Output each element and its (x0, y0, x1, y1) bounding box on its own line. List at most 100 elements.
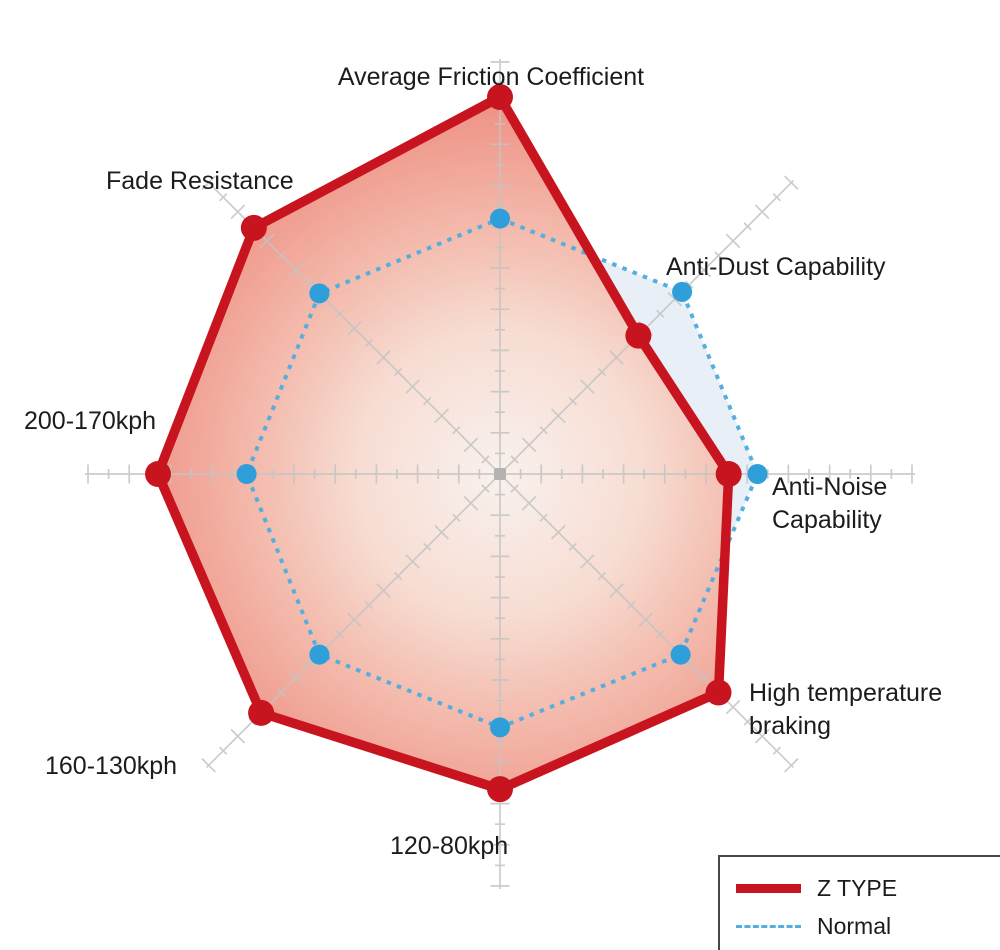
major-tick (521, 495, 537, 511)
major-tick (347, 612, 362, 627)
major-tick (609, 583, 624, 598)
axis-spoke (499, 473, 795, 769)
minor-tick (364, 600, 374, 610)
major-tick (463, 437, 479, 453)
major-tick (550, 524, 566, 540)
minor-tick (568, 542, 577, 551)
major-tick (463, 495, 479, 511)
minor-tick (510, 484, 519, 493)
minor-tick (306, 280, 315, 289)
legend-item-ztype: Z TYPE (736, 875, 897, 902)
major-tick (725, 699, 741, 715)
minor-tick (772, 746, 781, 755)
minor-tick (335, 309, 344, 318)
major-tick (405, 554, 420, 569)
minor-tick (597, 571, 607, 581)
minor-tick (772, 193, 781, 202)
minor-tick (626, 600, 636, 610)
ztype-point (240, 214, 267, 241)
minor-tick (452, 513, 461, 522)
axis-label-160-130kph: 160-130kph (45, 752, 178, 780)
minor-tick (743, 222, 752, 231)
major-tick (376, 583, 391, 598)
minor-tick (481, 455, 490, 464)
minor-tick (277, 688, 286, 697)
center-marker (494, 468, 506, 480)
major-tick (521, 437, 537, 453)
axis-label-120-80kph: 120-80kph (390, 832, 509, 860)
ztype-point (715, 461, 742, 487)
major-tick (754, 204, 770, 220)
axis-label-anti-dust-capability: Anti-Dust Capability (666, 253, 886, 281)
major-tick (638, 612, 653, 627)
axis-label-high-temperature-braking: High temperature braking (749, 679, 943, 740)
major-tick (550, 408, 566, 424)
minor-tick (335, 630, 344, 639)
major-tick (784, 758, 799, 773)
major-tick (784, 175, 799, 190)
legend: Z TYPE Normal (718, 855, 1000, 950)
minor-tick (423, 542, 432, 551)
minor-tick (510, 455, 519, 464)
ztype-point (705, 679, 732, 706)
minor-tick (219, 746, 228, 755)
major-tick (201, 175, 216, 190)
minor-tick (568, 397, 577, 406)
minor-tick (306, 659, 315, 668)
major-tick (434, 524, 450, 540)
major-tick (405, 379, 420, 394)
minor-tick (656, 630, 665, 639)
normal-point (309, 644, 330, 665)
axis-label-average-friction-coefficient: Average Friction Coefficient (337, 63, 645, 91)
major-tick (288, 262, 304, 278)
legend-label-ztype: Z TYPE (817, 875, 898, 901)
minor-tick (393, 571, 403, 581)
ztype-line-swatch (736, 884, 801, 893)
normal-point (236, 464, 257, 484)
minor-tick (685, 659, 694, 668)
minor-tick (685, 280, 694, 289)
major-tick (754, 728, 770, 744)
minor-tick (539, 426, 548, 435)
normal-point (747, 464, 768, 484)
ztype-point (145, 461, 172, 487)
minor-tick (219, 193, 228, 202)
major-tick (230, 204, 246, 220)
ztype-fill-area (158, 97, 729, 790)
ztype-point (487, 84, 513, 111)
major-tick (609, 350, 624, 365)
major-tick (288, 670, 304, 686)
major-tick (347, 321, 362, 336)
minor-tick (423, 397, 432, 406)
axis-label-fade-resistance: Fade Resistance (106, 167, 294, 195)
normal-point (672, 281, 693, 302)
normal-point (490, 208, 510, 229)
major-tick (696, 262, 712, 278)
major-tick (696, 670, 712, 686)
axis-grid (85, 59, 915, 889)
axis-label-200-170kph: 200-170kph (24, 407, 157, 435)
major-tick (376, 350, 391, 365)
minor-tick (393, 367, 403, 377)
major-tick (201, 758, 216, 773)
normal-line-swatch (736, 925, 801, 928)
ztype-point (625, 322, 652, 349)
major-tick (580, 554, 595, 569)
legend-item-normal: Normal (736, 913, 891, 940)
major-tick (725, 233, 741, 249)
major-tick (259, 233, 275, 249)
minor-tick (481, 484, 490, 493)
minor-tick (364, 338, 374, 348)
legend-label-normal: Normal (817, 913, 892, 939)
ztype-point (248, 699, 275, 726)
minor-tick (452, 426, 461, 435)
minor-tick (743, 717, 752, 726)
normal-point (309, 283, 330, 304)
minor-tick (597, 367, 607, 377)
minor-tick (656, 309, 665, 318)
axis-label-anti-noise-capability: Anti-Noise Capability (772, 473, 888, 534)
minor-tick (277, 251, 286, 260)
normal-series (236, 208, 768, 738)
